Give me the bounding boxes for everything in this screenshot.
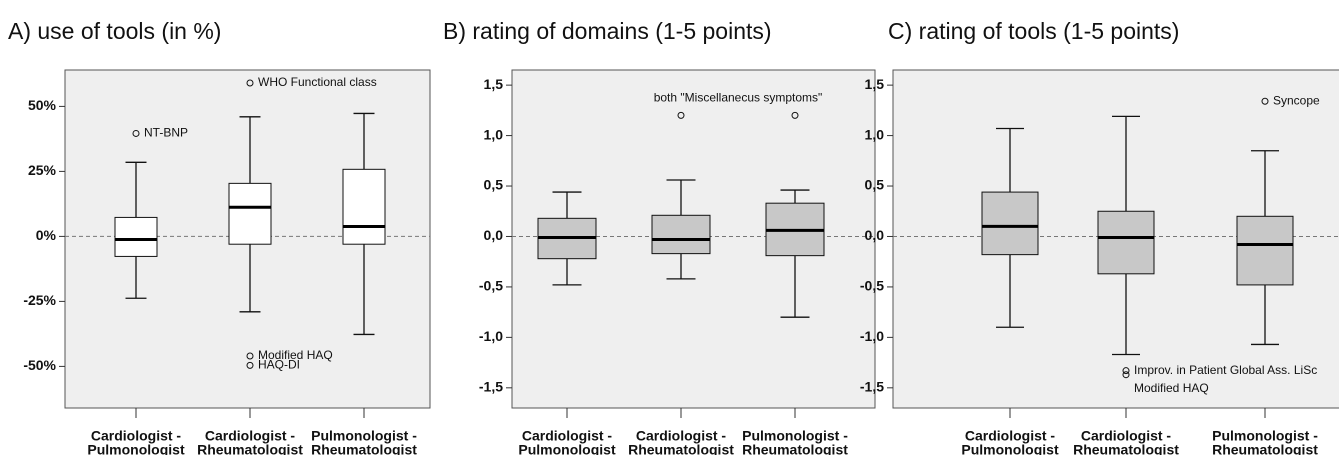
y-tick-label: 1,5: [865, 76, 885, 92]
x-tick-label: Rheumatologist: [628, 442, 734, 455]
x-tick-label: Pulmonologist -: [311, 428, 417, 444]
y-tick-label: -0,5: [860, 278, 884, 294]
y-tick-label: 50%: [28, 97, 57, 113]
box: [342, 168, 386, 245]
outlier: [1261, 97, 1269, 105]
box: [981, 191, 1039, 256]
y-tick-label: -1,0: [860, 328, 884, 344]
x-tick-label: Pulmonologist -: [742, 428, 848, 444]
x-tick-label: Pulmonologist: [87, 442, 185, 455]
outlier-label: Syncope: [1273, 93, 1320, 107]
x-tick-label: Pulmonologist -: [1212, 428, 1318, 444]
panel-title: A) use of tools (in %): [8, 18, 221, 44]
y-tick-label: 1,5: [484, 76, 504, 92]
outlier: [246, 79, 254, 87]
x-tick-label: Cardiologist -: [636, 428, 727, 444]
box: [1097, 210, 1155, 275]
outlier-label: HAQ-DI: [258, 358, 300, 372]
y-tick-label: 1,0: [865, 126, 885, 142]
panel-title: C) rating of tools (1-5 points): [888, 18, 1179, 44]
x-tick-label: Pulmonologist: [518, 442, 616, 455]
outlier: [132, 129, 140, 137]
outlier: [1122, 367, 1130, 375]
y-tick-label: -50%: [23, 357, 56, 373]
box: [1236, 215, 1294, 286]
x-tick-label: Cardiologist -: [965, 428, 1056, 444]
y-tick-label: -1,5: [860, 379, 884, 395]
outlier-label: Modified HAQ: [1134, 381, 1209, 395]
box: [651, 214, 711, 255]
y-tick-label: -25%: [23, 292, 56, 308]
y-tick-label: 0,5: [865, 177, 885, 193]
annotation: both "Miscellanecus symptoms": [654, 91, 823, 105]
x-tick-label: Cardiologist -: [522, 428, 613, 444]
panel-title: B) rating of domains (1-5 points): [443, 18, 772, 44]
y-tick-label: -1,5: [479, 379, 503, 395]
x-tick-label: Rheumatologist: [311, 442, 417, 455]
outlier: [246, 352, 254, 360]
outlier: [677, 111, 685, 119]
y-tick-label: -0,5: [479, 278, 503, 294]
outlier-label: WHO Functional class: [258, 75, 377, 89]
x-tick-label: Cardiologist -: [1081, 428, 1172, 444]
y-tick-label: 0,5: [484, 177, 504, 193]
outlier: [791, 111, 799, 119]
y-tick-label: -1,0: [479, 328, 503, 344]
y-tick-label: 25%: [28, 162, 57, 178]
y-tick-label: 0%: [36, 227, 57, 243]
y-tick-label: 1,0: [484, 126, 504, 142]
outlier: [1122, 371, 1130, 379]
outlier-label: NT-BNP: [144, 126, 188, 140]
x-tick-label: Rheumatologist: [742, 442, 848, 455]
x-tick-label: Rheumatologist: [1073, 442, 1179, 455]
y-tick-label: 0,0: [865, 227, 885, 243]
box: [228, 182, 272, 245]
outlier-label: Modified HAQ: [258, 348, 333, 362]
outlier-label: Improv. in Patient Global Ass. LiSc: [1134, 363, 1317, 377]
box: [114, 216, 158, 257]
y-tick-label: 0,0: [484, 227, 504, 243]
x-tick-label: Pulmonologist: [961, 442, 1059, 455]
x-tick-label: Cardiologist -: [91, 428, 182, 444]
x-tick-label: Rheumatologist: [197, 442, 303, 455]
x-tick-label: Rheumatologist: [1212, 442, 1318, 455]
x-tick-label: Cardiologist -: [205, 428, 296, 444]
outlier: [246, 361, 254, 369]
